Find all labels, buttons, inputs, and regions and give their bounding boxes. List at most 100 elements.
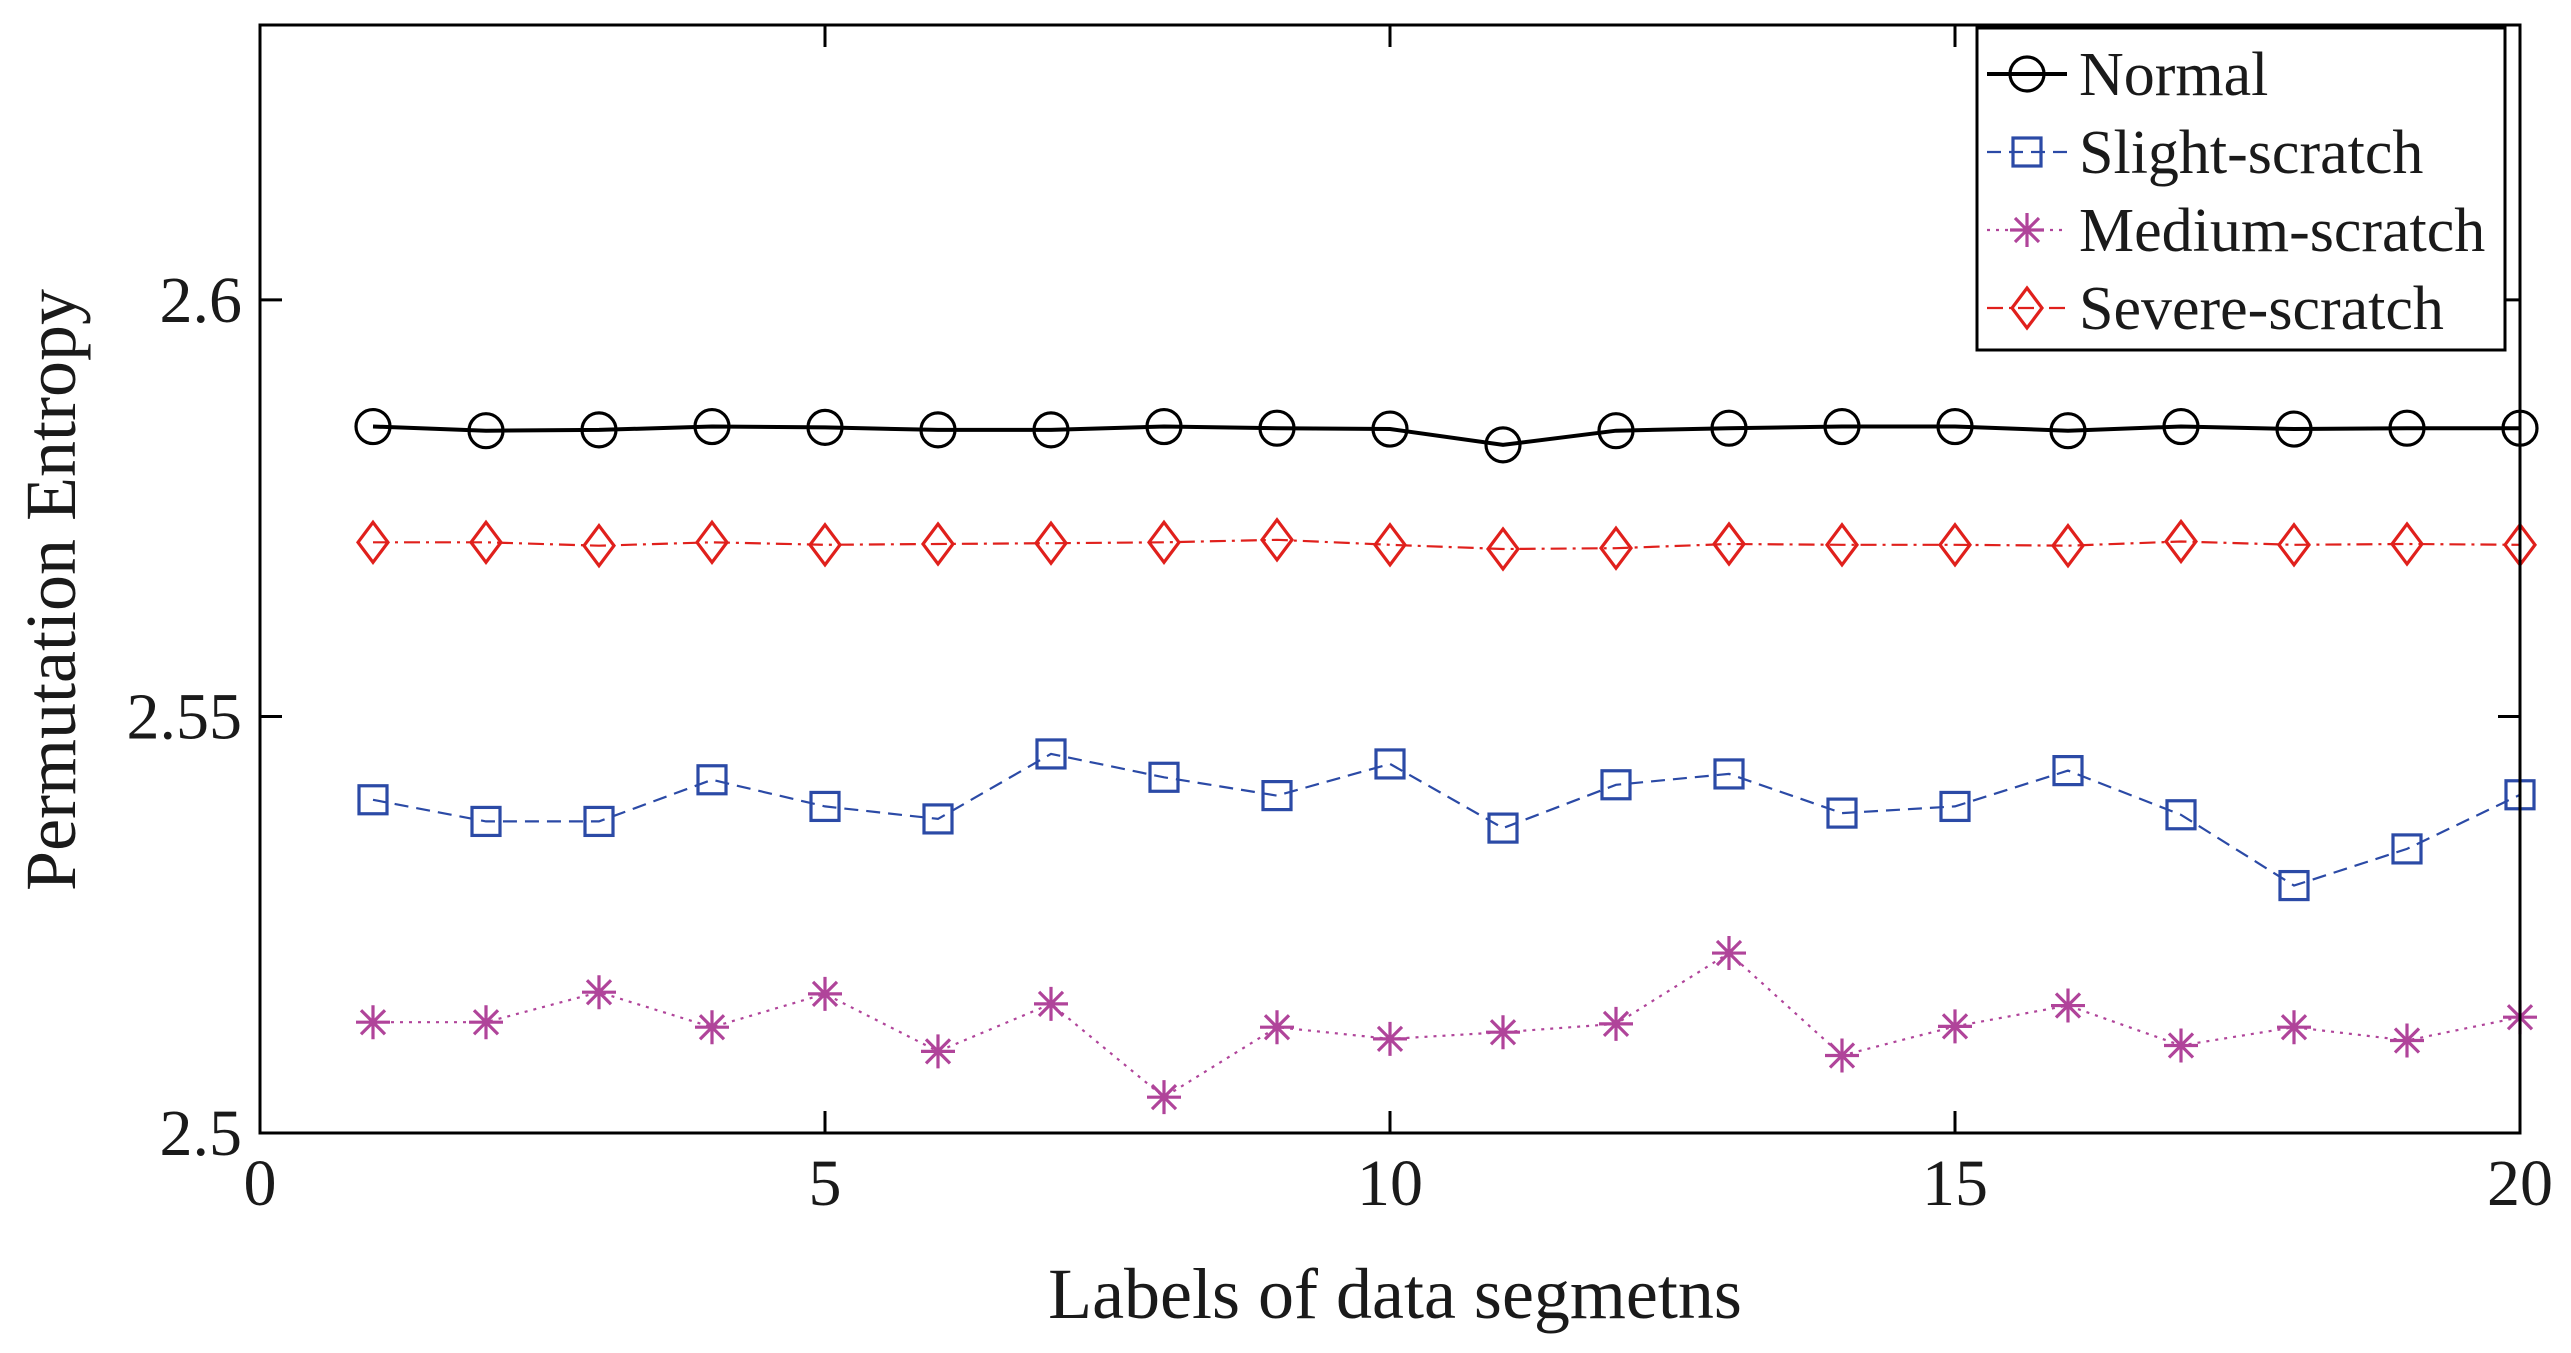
data-point-medium-scratch	[1599, 1006, 1633, 1041]
data-point-slight-scratch	[2052, 755, 2084, 787]
legend-label-normal: Normal	[2079, 41, 2268, 109]
data-point-severe-scratch	[1373, 522, 1407, 568]
data-point-medium-scratch	[582, 975, 616, 1010]
data-point-normal	[354, 407, 392, 446]
data-point-slight-scratch	[1939, 790, 1971, 823]
data-point-normal	[1145, 407, 1183, 446]
data-point-slight-scratch	[1148, 761, 1180, 793]
series-slight-scratch	[357, 738, 2536, 902]
data-point-normal	[693, 407, 731, 446]
data-point-medium-scratch	[2164, 1028, 2198, 1063]
series-line-slight-scratch	[372, 752, 2521, 887]
data-point-medium-scratch	[2051, 988, 2085, 1023]
y-tick-label: 2.55	[127, 680, 243, 753]
data-point-slight-scratch	[1600, 769, 1632, 801]
data-point-normal	[1823, 407, 1861, 446]
data-point-medium-scratch	[1486, 1015, 1520, 1050]
data-point-medium-scratch	[695, 1010, 729, 1045]
data-point-slight-scratch	[1261, 780, 1293, 812]
legend-item-slight-scratch: Slight-scratch	[1987, 119, 2423, 187]
data-point-medium-scratch	[356, 1005, 390, 1040]
data-point-normal	[806, 408, 844, 446]
data-point-severe-scratch	[695, 519, 729, 566]
data-point-medium-scratch	[1712, 936, 1746, 971]
series-severe-scratch	[356, 517, 2537, 572]
data-point-medium-scratch	[2277, 1010, 2311, 1045]
x-tick-label: 10	[1357, 1147, 1423, 1220]
data-point-severe-scratch	[582, 523, 616, 569]
data-point-severe-scratch	[356, 519, 390, 566]
data-point-severe-scratch	[2164, 518, 2198, 565]
legend-box	[1975, 26, 2507, 352]
legend-marker-normal	[2008, 55, 2046, 93]
data-point-medium-scratch	[1147, 1080, 1181, 1115]
legend-item-severe-scratch: Severe-scratch	[1987, 275, 2444, 343]
data-point-severe-scratch	[1260, 517, 1294, 563]
data-point-normal	[2049, 412, 2087, 450]
data-point-normal	[1032, 411, 1070, 449]
legend-marker-slight-scratch	[2011, 136, 2043, 168]
data-point-slight-scratch	[1487, 812, 1519, 844]
data-point-normal	[1936, 407, 1974, 446]
data-point-medium-scratch	[1034, 986, 1068, 1021]
y-tick-label: 2.5	[160, 1097, 243, 1170]
data-point-normal	[580, 411, 618, 449]
data-point-slight-scratch	[809, 790, 841, 823]
series-normal	[354, 407, 2539, 464]
x-tick-label: 0	[244, 1147, 277, 1220]
data-point-normal	[2275, 410, 2313, 448]
data-point-severe-scratch	[2277, 522, 2311, 568]
data-point-severe-scratch	[2051, 523, 2085, 569]
legend-item-medium-scratch: Medium-scratch	[1987, 197, 2485, 265]
data-point-normal	[1597, 412, 1635, 450]
data-point-severe-scratch	[1712, 521, 1746, 567]
data-point-severe-scratch	[469, 519, 503, 566]
data-point-slight-scratch	[2391, 833, 2423, 865]
data-point-medium-scratch	[1938, 1009, 1972, 1044]
data-point-medium-scratch	[808, 976, 842, 1011]
data-point-normal	[2162, 407, 2200, 446]
data-point-medium-scratch	[921, 1034, 955, 1069]
legend-label-severe-scratch: Severe-scratch	[2079, 275, 2444, 343]
x-tick-label: 5	[809, 1147, 842, 1220]
data-point-normal	[919, 411, 957, 449]
data-point-normal	[1484, 426, 1522, 464]
data-point-severe-scratch	[2390, 521, 2424, 567]
data-point-medium-scratch	[2390, 1023, 2424, 1058]
data-point-slight-scratch	[1826, 797, 1858, 829]
data-point-slight-scratch	[696, 764, 728, 796]
legend: Normal Slight-scratch Medium-scratch Severe…	[1975, 26, 2507, 352]
legend-marker-severe-scratch	[2010, 285, 2044, 331]
data-point-slight-scratch	[1713, 758, 1745, 790]
data-point-normal	[1371, 410, 1409, 448]
data-point-slight-scratch	[2165, 799, 2197, 831]
data-point-severe-scratch	[808, 522, 842, 568]
data-point-severe-scratch	[921, 521, 955, 567]
data-point-severe-scratch	[1147, 519, 1181, 566]
legend-item-normal: Normal	[1987, 41, 2268, 109]
data-point-normal	[1258, 409, 1296, 447]
x-tick-label: 15	[1922, 1147, 1988, 1220]
data-point-severe-scratch	[1599, 525, 1633, 571]
legend-marker-medium-scratch	[2010, 213, 2044, 247]
data-point-normal	[467, 412, 505, 450]
data-point-slight-scratch	[1035, 738, 1067, 770]
data-point-normal	[1710, 409, 1748, 447]
x-axis-title: Labels of data segmetns	[1048, 1254, 1742, 1334]
data-point-medium-scratch	[1825, 1038, 1859, 1073]
data-point-severe-scratch	[1486, 526, 1520, 572]
data-point-slight-scratch	[470, 805, 502, 838]
y-axis-title: Permutation Entropy	[11, 289, 91, 891]
data-point-severe-scratch	[1825, 522, 1859, 568]
x-tick-label: 20	[2487, 1147, 2553, 1220]
data-point-slight-scratch	[583, 805, 615, 838]
data-point-medium-scratch	[469, 1005, 503, 1040]
data-point-severe-scratch	[1034, 520, 1068, 566]
series-line-severe-scratch	[373, 538, 2521, 551]
data-point-slight-scratch	[357, 784, 389, 816]
legend-label-medium-scratch: Medium-scratch	[2079, 197, 2485, 265]
plot-area	[354, 407, 2539, 1115]
data-point-slight-scratch	[1374, 748, 1406, 780]
data-point-normal	[2388, 409, 2426, 447]
